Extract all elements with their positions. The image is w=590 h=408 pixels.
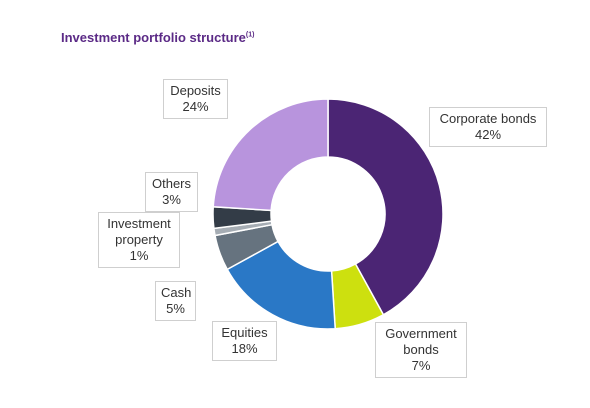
label-text: Corporate bonds [439, 111, 537, 126]
label-cash: Cash 5% [155, 281, 196, 321]
label-value: 24% [182, 99, 209, 114]
slice-deposits [212, 98, 329, 212]
label-value: 1% [129, 248, 149, 263]
label-text: Cash [161, 285, 192, 300]
slice-corporate-bonds [327, 98, 444, 316]
chart-title: Investment portfolio structure(1) [61, 30, 254, 45]
label-text: Others [151, 176, 191, 191]
chart-title-text: Investment portfolio structure [61, 30, 246, 45]
label-text: property [115, 232, 163, 247]
label-equities: Equities 18% [212, 321, 277, 361]
label-text: Equities [221, 325, 268, 340]
label-others: Others 3% [145, 172, 198, 212]
label-value: 3% [162, 192, 181, 207]
label-deposits: Deposits 24% [163, 79, 228, 119]
label-value: 7% [411, 358, 431, 373]
label-value: 42% [474, 127, 502, 142]
label-text: bonds [403, 342, 439, 357]
label-government-bonds: Government bonds 7% [375, 322, 467, 378]
label-corporate-bonds: Corporate bonds 42% [429, 107, 547, 147]
label-text: Investment [107, 216, 171, 231]
label-text: Deposits [170, 83, 221, 98]
label-value: 5% [166, 301, 185, 316]
label-text: Government [385, 326, 457, 341]
label-investment-property: Investment property 1% [98, 212, 180, 268]
label-value: 18% [231, 341, 258, 356]
footnote-marker: (1) [245, 31, 255, 39]
